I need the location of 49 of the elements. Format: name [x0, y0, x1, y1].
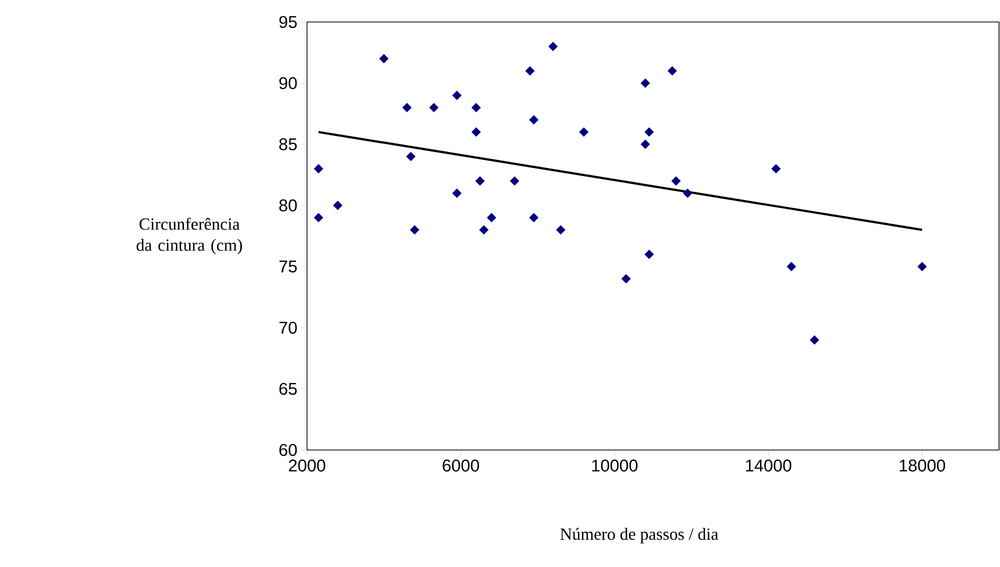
point — [314, 212, 324, 222]
point — [810, 335, 820, 345]
point — [621, 274, 631, 284]
point — [486, 212, 496, 222]
point — [475, 176, 485, 186]
x-tick-label: 10000 — [592, 460, 638, 472]
point — [333, 200, 342, 210]
point — [644, 127, 654, 137]
point — [917, 262, 927, 272]
y-tick-label: 75 — [279, 260, 297, 273]
point — [548, 42, 558, 52]
point — [786, 262, 796, 272]
point — [668, 66, 677, 76]
point — [510, 176, 520, 186]
point — [429, 102, 439, 112]
point — [479, 225, 489, 235]
y-tick-label: 80 — [279, 199, 297, 212]
point — [452, 90, 462, 100]
y-axis-title: Circunferência da cintura (cm) — [136, 218, 242, 254]
point — [410, 225, 420, 235]
y-tick-label: 95 — [279, 16, 297, 28]
x-axis-title: Número de passos / dia — [560, 528, 718, 544]
point — [314, 164, 324, 174]
point — [682, 188, 692, 198]
y-tick-label: 90 — [279, 77, 297, 90]
point — [556, 225, 566, 235]
point — [471, 102, 481, 112]
y-tick-label: 70 — [279, 322, 297, 334]
point — [529, 115, 539, 125]
point — [529, 212, 539, 222]
y-tick-label: 65 — [279, 382, 297, 395]
point — [771, 164, 781, 174]
point — [671, 176, 681, 186]
point — [402, 102, 412, 112]
x-tick-label: 6000 — [442, 460, 480, 472]
y-tick-label: 85 — [279, 138, 297, 150]
point — [406, 152, 416, 162]
point — [579, 127, 588, 137]
point — [525, 66, 535, 76]
point — [452, 188, 462, 198]
point — [644, 250, 654, 260]
x-tick-label: 14000 — [746, 460, 792, 472]
point — [471, 127, 481, 137]
x-tick-label: 2000 — [288, 460, 326, 472]
y-tick-label: 60 — [279, 444, 297, 456]
x-tick-label: 18000 — [900, 460, 946, 472]
point — [379, 54, 389, 64]
point — [640, 78, 650, 88]
point — [640, 140, 650, 149]
